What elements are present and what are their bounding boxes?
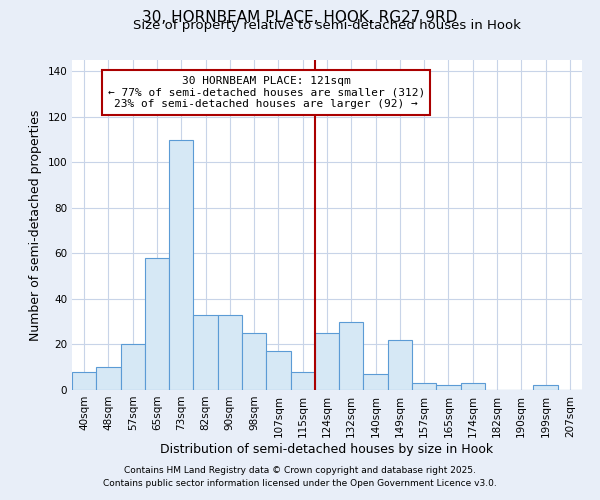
Bar [169,140,193,390]
Bar [266,352,290,390]
Bar [315,333,339,390]
Bar [533,386,558,390]
X-axis label: Distribution of semi-detached houses by size in Hook: Distribution of semi-detached houses by … [160,442,494,456]
Bar [339,322,364,390]
Bar [145,258,169,390]
Bar [436,386,461,390]
Bar [412,383,436,390]
Bar [72,372,96,390]
Bar [388,340,412,390]
Bar [242,333,266,390]
Bar [218,315,242,390]
Bar [121,344,145,390]
Title: Size of property relative to semi-detached houses in Hook: Size of property relative to semi-detach… [133,20,521,32]
Bar [96,367,121,390]
Text: 30 HORNBEAM PLACE: 121sqm
← 77% of semi-detached houses are smaller (312)
23% of: 30 HORNBEAM PLACE: 121sqm ← 77% of semi-… [107,76,425,109]
Bar [364,374,388,390]
Text: 30, HORNBEAM PLACE, HOOK, RG27 9RD: 30, HORNBEAM PLACE, HOOK, RG27 9RD [142,10,458,25]
Y-axis label: Number of semi-detached properties: Number of semi-detached properties [29,110,42,340]
Bar [461,383,485,390]
Text: Contains HM Land Registry data © Crown copyright and database right 2025.
Contai: Contains HM Land Registry data © Crown c… [103,466,497,487]
Bar [290,372,315,390]
Bar [193,315,218,390]
